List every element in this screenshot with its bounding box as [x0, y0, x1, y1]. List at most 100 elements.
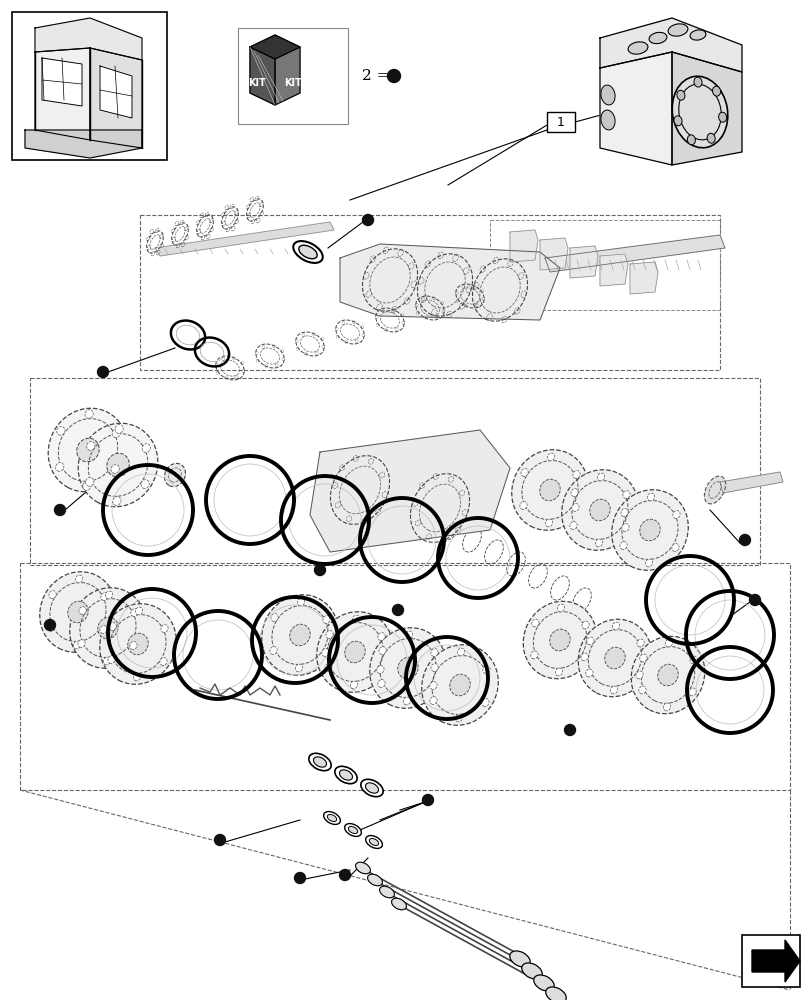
Ellipse shape [293, 241, 322, 263]
Ellipse shape [549, 629, 569, 651]
Ellipse shape [360, 779, 383, 797]
Ellipse shape [56, 463, 64, 471]
Ellipse shape [671, 544, 678, 551]
Ellipse shape [130, 642, 137, 649]
Ellipse shape [161, 625, 168, 632]
Circle shape [392, 604, 403, 615]
Polygon shape [751, 940, 799, 982]
Circle shape [294, 872, 305, 884]
Ellipse shape [348, 826, 357, 834]
Ellipse shape [569, 522, 577, 529]
Ellipse shape [672, 511, 680, 518]
Ellipse shape [555, 668, 562, 676]
Ellipse shape [483, 666, 490, 673]
Ellipse shape [431, 649, 438, 656]
Ellipse shape [638, 686, 646, 694]
Ellipse shape [597, 473, 604, 481]
Ellipse shape [693, 77, 702, 87]
Ellipse shape [40, 572, 116, 652]
Ellipse shape [521, 469, 527, 476]
Polygon shape [100, 66, 132, 118]
Ellipse shape [672, 76, 727, 148]
Ellipse shape [355, 862, 370, 874]
Ellipse shape [327, 814, 337, 822]
Circle shape [362, 215, 373, 226]
Ellipse shape [449, 674, 470, 696]
Ellipse shape [109, 623, 116, 630]
Ellipse shape [85, 478, 94, 486]
Ellipse shape [457, 648, 464, 656]
Ellipse shape [324, 812, 340, 824]
Ellipse shape [377, 680, 384, 687]
Ellipse shape [636, 639, 643, 647]
Polygon shape [340, 244, 560, 320]
Ellipse shape [100, 626, 107, 633]
Ellipse shape [573, 471, 579, 478]
Ellipse shape [269, 647, 277, 654]
Circle shape [739, 534, 749, 546]
Polygon shape [599, 52, 672, 165]
Ellipse shape [639, 519, 659, 541]
Ellipse shape [133, 673, 140, 681]
Ellipse shape [622, 491, 629, 498]
Circle shape [54, 504, 66, 516]
Ellipse shape [509, 951, 530, 967]
Bar [238, 28, 348, 124]
Bar [547, 112, 574, 132]
Ellipse shape [308, 753, 331, 771]
Ellipse shape [405, 631, 412, 639]
Ellipse shape [421, 645, 498, 725]
Text: KIT: KIT [284, 78, 302, 88]
Ellipse shape [321, 649, 328, 656]
Text: 2 =: 2 = [362, 69, 389, 83]
Ellipse shape [585, 669, 592, 677]
Polygon shape [275, 47, 299, 105]
Ellipse shape [604, 647, 624, 669]
Ellipse shape [106, 453, 129, 477]
Ellipse shape [324, 664, 332, 671]
Ellipse shape [111, 465, 119, 473]
Ellipse shape [97, 617, 118, 639]
Ellipse shape [688, 688, 695, 696]
Polygon shape [35, 18, 142, 60]
Polygon shape [25, 130, 142, 158]
Circle shape [339, 869, 350, 880]
Ellipse shape [533, 975, 554, 991]
Ellipse shape [570, 489, 577, 496]
Polygon shape [509, 230, 538, 262]
Ellipse shape [100, 604, 176, 684]
Ellipse shape [78, 640, 85, 647]
Ellipse shape [367, 874, 382, 886]
Ellipse shape [67, 601, 88, 623]
Polygon shape [569, 246, 597, 278]
Ellipse shape [345, 641, 365, 663]
Ellipse shape [391, 898, 406, 910]
Ellipse shape [431, 664, 438, 671]
Ellipse shape [686, 135, 694, 145]
Ellipse shape [547, 453, 554, 461]
Ellipse shape [648, 32, 666, 44]
Ellipse shape [57, 427, 65, 435]
Circle shape [314, 564, 325, 576]
Ellipse shape [620, 509, 628, 516]
Ellipse shape [689, 30, 705, 40]
Ellipse shape [323, 616, 330, 623]
Ellipse shape [78, 423, 157, 507]
Ellipse shape [334, 766, 357, 784]
Ellipse shape [271, 614, 278, 621]
Ellipse shape [657, 664, 677, 686]
Ellipse shape [365, 836, 382, 848]
Ellipse shape [48, 408, 127, 492]
Ellipse shape [539, 479, 560, 501]
Ellipse shape [481, 699, 488, 706]
Ellipse shape [73, 641, 80, 649]
Ellipse shape [689, 656, 697, 664]
Ellipse shape [108, 656, 115, 663]
Ellipse shape [429, 697, 436, 704]
Polygon shape [539, 238, 568, 270]
Ellipse shape [556, 604, 564, 612]
Ellipse shape [571, 504, 578, 511]
Ellipse shape [621, 524, 629, 531]
Circle shape [749, 594, 760, 605]
Polygon shape [544, 235, 724, 272]
